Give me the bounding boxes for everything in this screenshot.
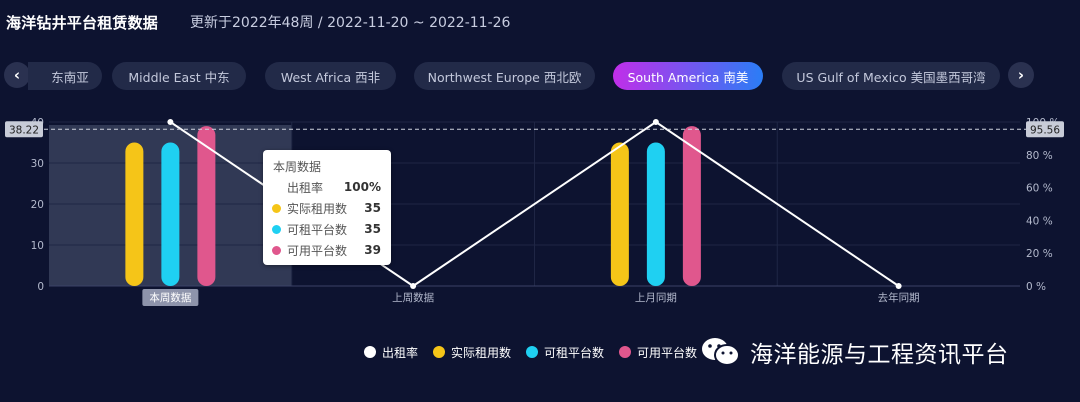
chart-tooltip: 本周数据 出租率 100% 实际租用数 35 可租平台数 35 可用平台数 39 (263, 150, 391, 265)
x-category-label-2: 上月同期 (635, 292, 677, 304)
chart-legend: 出租率 实际租用数 可租平台数 可用平台数 (364, 342, 712, 362)
legend-item-rental-rate[interactable]: 出租率 (364, 344, 418, 361)
chevron-left-icon: ‹ (13, 66, 21, 84)
tooltip-row-actual-rented: 实际租用数 35 (272, 199, 381, 217)
y-right-tick-label: 80 % (1026, 150, 1053, 162)
y-left-tick-label: 30 (31, 158, 44, 170)
watermark-text: 海洋能源与工程资讯平台 (750, 342, 1009, 368)
y-right-tick-label: 0 % (1026, 281, 1046, 293)
bar-1-0 (161, 142, 180, 286)
region-tab-strip: 东南亚 Middle East 中东 West Africa 西非 Northw… (28, 62, 1006, 92)
x-category-label-0: 本周数据 (149, 291, 191, 304)
x-category-label-3: 去年同期 (878, 291, 920, 304)
rental-rate-point-0 (167, 119, 174, 125)
reference-label-left: 38.22 (9, 124, 39, 136)
y-right-tick-label: 60 % (1026, 183, 1053, 195)
pink-dot-icon (619, 346, 632, 358)
reference-label-right: 95.56 (1030, 124, 1060, 136)
next-tab-button[interactable]: › (1008, 62, 1034, 88)
x-category-label-1: 上周数据 (392, 291, 434, 304)
tooltip-title: 本周数据 (273, 160, 322, 174)
legend-item-available[interactable]: 可用平台数 (619, 344, 697, 361)
tab-southeast-asia[interactable]: 东南亚 (28, 62, 102, 90)
watermark: 海洋能源与工程资讯平台 (700, 334, 1009, 370)
wechat-icon (702, 338, 740, 366)
y-left-tick-label: 10 (31, 240, 44, 252)
page-title: 海洋钻井平台租赁数据 (6, 13, 159, 32)
tooltip-row-available: 可用平台数 39 (272, 241, 381, 259)
bar-0-0 (125, 142, 144, 286)
cyan-dot-icon (526, 346, 539, 358)
tab-middle-east[interactable]: Middle East 中东 (112, 62, 246, 90)
bar-1-2 (646, 142, 665, 286)
white-dot-icon (364, 346, 376, 358)
legend-item-rentable[interactable]: 可租平台数 (526, 344, 604, 361)
bar-2-0 (197, 126, 216, 286)
rental-rate-point-1 (410, 283, 417, 289)
x-category-badge (142, 289, 199, 306)
rental-rate-point-3 (895, 283, 902, 289)
update-date-range: 更新于2022年48周 / 2022-11-20 ~ 2022-11-26 (190, 15, 511, 31)
y-right-tick-label: 20 % (1026, 248, 1053, 260)
legend-item-actual-rented[interactable]: 实际租用数 (433, 344, 511, 361)
header: 海洋钻井平台租赁数据 更新于2022年48周 / 2022-11-20 ~ 20… (6, 0, 510, 44)
tab-west-africa[interactable]: West Africa 西非 (265, 62, 396, 90)
tab-south-america[interactable]: South America 南美 (613, 62, 763, 90)
bar-0-2 (610, 142, 629, 286)
yellow-dot-icon (433, 346, 446, 358)
bar-2-2 (682, 126, 701, 286)
y-left-tick-label: 0 (37, 281, 44, 293)
y-left-tick-label: 20 (31, 199, 44, 211)
tab-northwest-europe[interactable]: Northwest Europe 西北欧 (414, 62, 595, 90)
tab-us-gulf-of-mexico[interactable]: US Gulf of Mexico 美国墨西哥湾 (782, 62, 1000, 90)
tooltip-row-rentable: 可租平台数 35 (272, 220, 381, 238)
y-right-tick-label: 40 % (1026, 215, 1053, 227)
reference-badge-left (5, 121, 43, 138)
cyan-dot-icon (272, 224, 281, 234)
yellow-dot-icon (272, 203, 281, 213)
tooltip-row-rental-rate: 出租率 100% (287, 180, 381, 195)
rig-rental-chart: 0102030400 %20 %40 %60 %80 %100 %38.2295… (5, 117, 1064, 306)
rental-rate-point-2 (652, 119, 659, 125)
chevron-right-icon: › (1017, 66, 1025, 84)
reference-badge-right (1026, 121, 1064, 138)
previous-tab-button[interactable]: ‹ (4, 62, 30, 88)
pink-dot-icon (272, 245, 281, 255)
